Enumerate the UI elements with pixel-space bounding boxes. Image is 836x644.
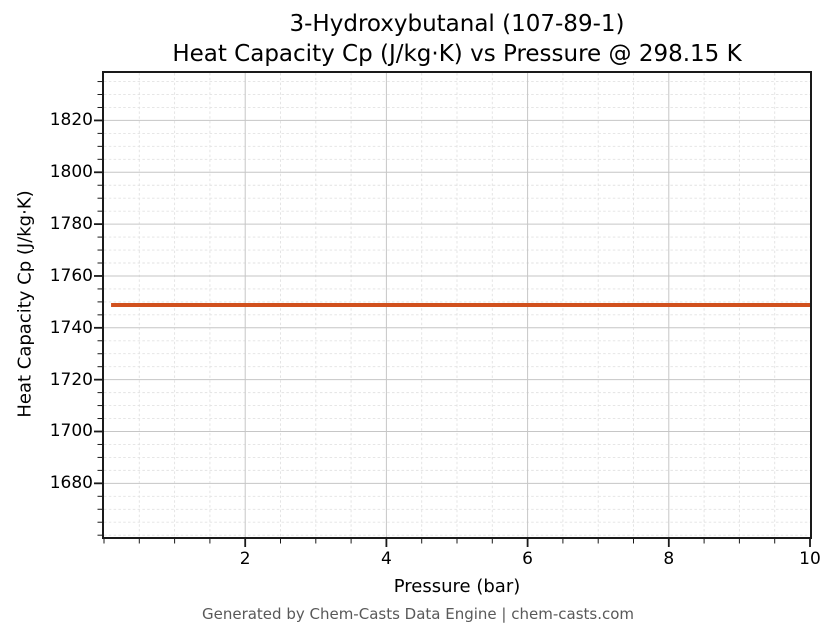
plot-canvas (94, 73, 811, 547)
y-tick-label: 1780 (49, 214, 93, 235)
y-tick-label: 1740 (49, 317, 93, 338)
x-tick-label: 4 (380, 549, 392, 569)
x-tick-label: 8 (663, 549, 675, 569)
chart-title: 3-Hydroxybutanal (107-89-1) Heat Capacit… (39, 9, 836, 69)
chart-title-line2: Heat Capacity Cp (J/kg·K) vs Pressure @ … (172, 41, 742, 67)
y-tick-label: 1760 (49, 265, 93, 286)
plot-area (94, 71, 812, 547)
y-tick-label: 1800 (49, 162, 93, 183)
y-tick-label: 1820 (49, 110, 93, 131)
x-axis-label: Pressure (bar) (393, 576, 521, 597)
x-tick-label: 2 (239, 549, 251, 569)
y-tick-label: 1720 (49, 369, 93, 390)
chart-title-line1: 3-Hydroxybutanal (107-89-1) (289, 11, 625, 37)
footer-note: Generated by Chem-Casts Data Engine | ch… (201, 605, 635, 623)
y-tick-label: 1680 (49, 473, 93, 494)
x-tick-label: 6 (522, 549, 533, 569)
y-tick-label: 1700 (49, 421, 93, 442)
x-tick-label: 10 (799, 549, 821, 569)
